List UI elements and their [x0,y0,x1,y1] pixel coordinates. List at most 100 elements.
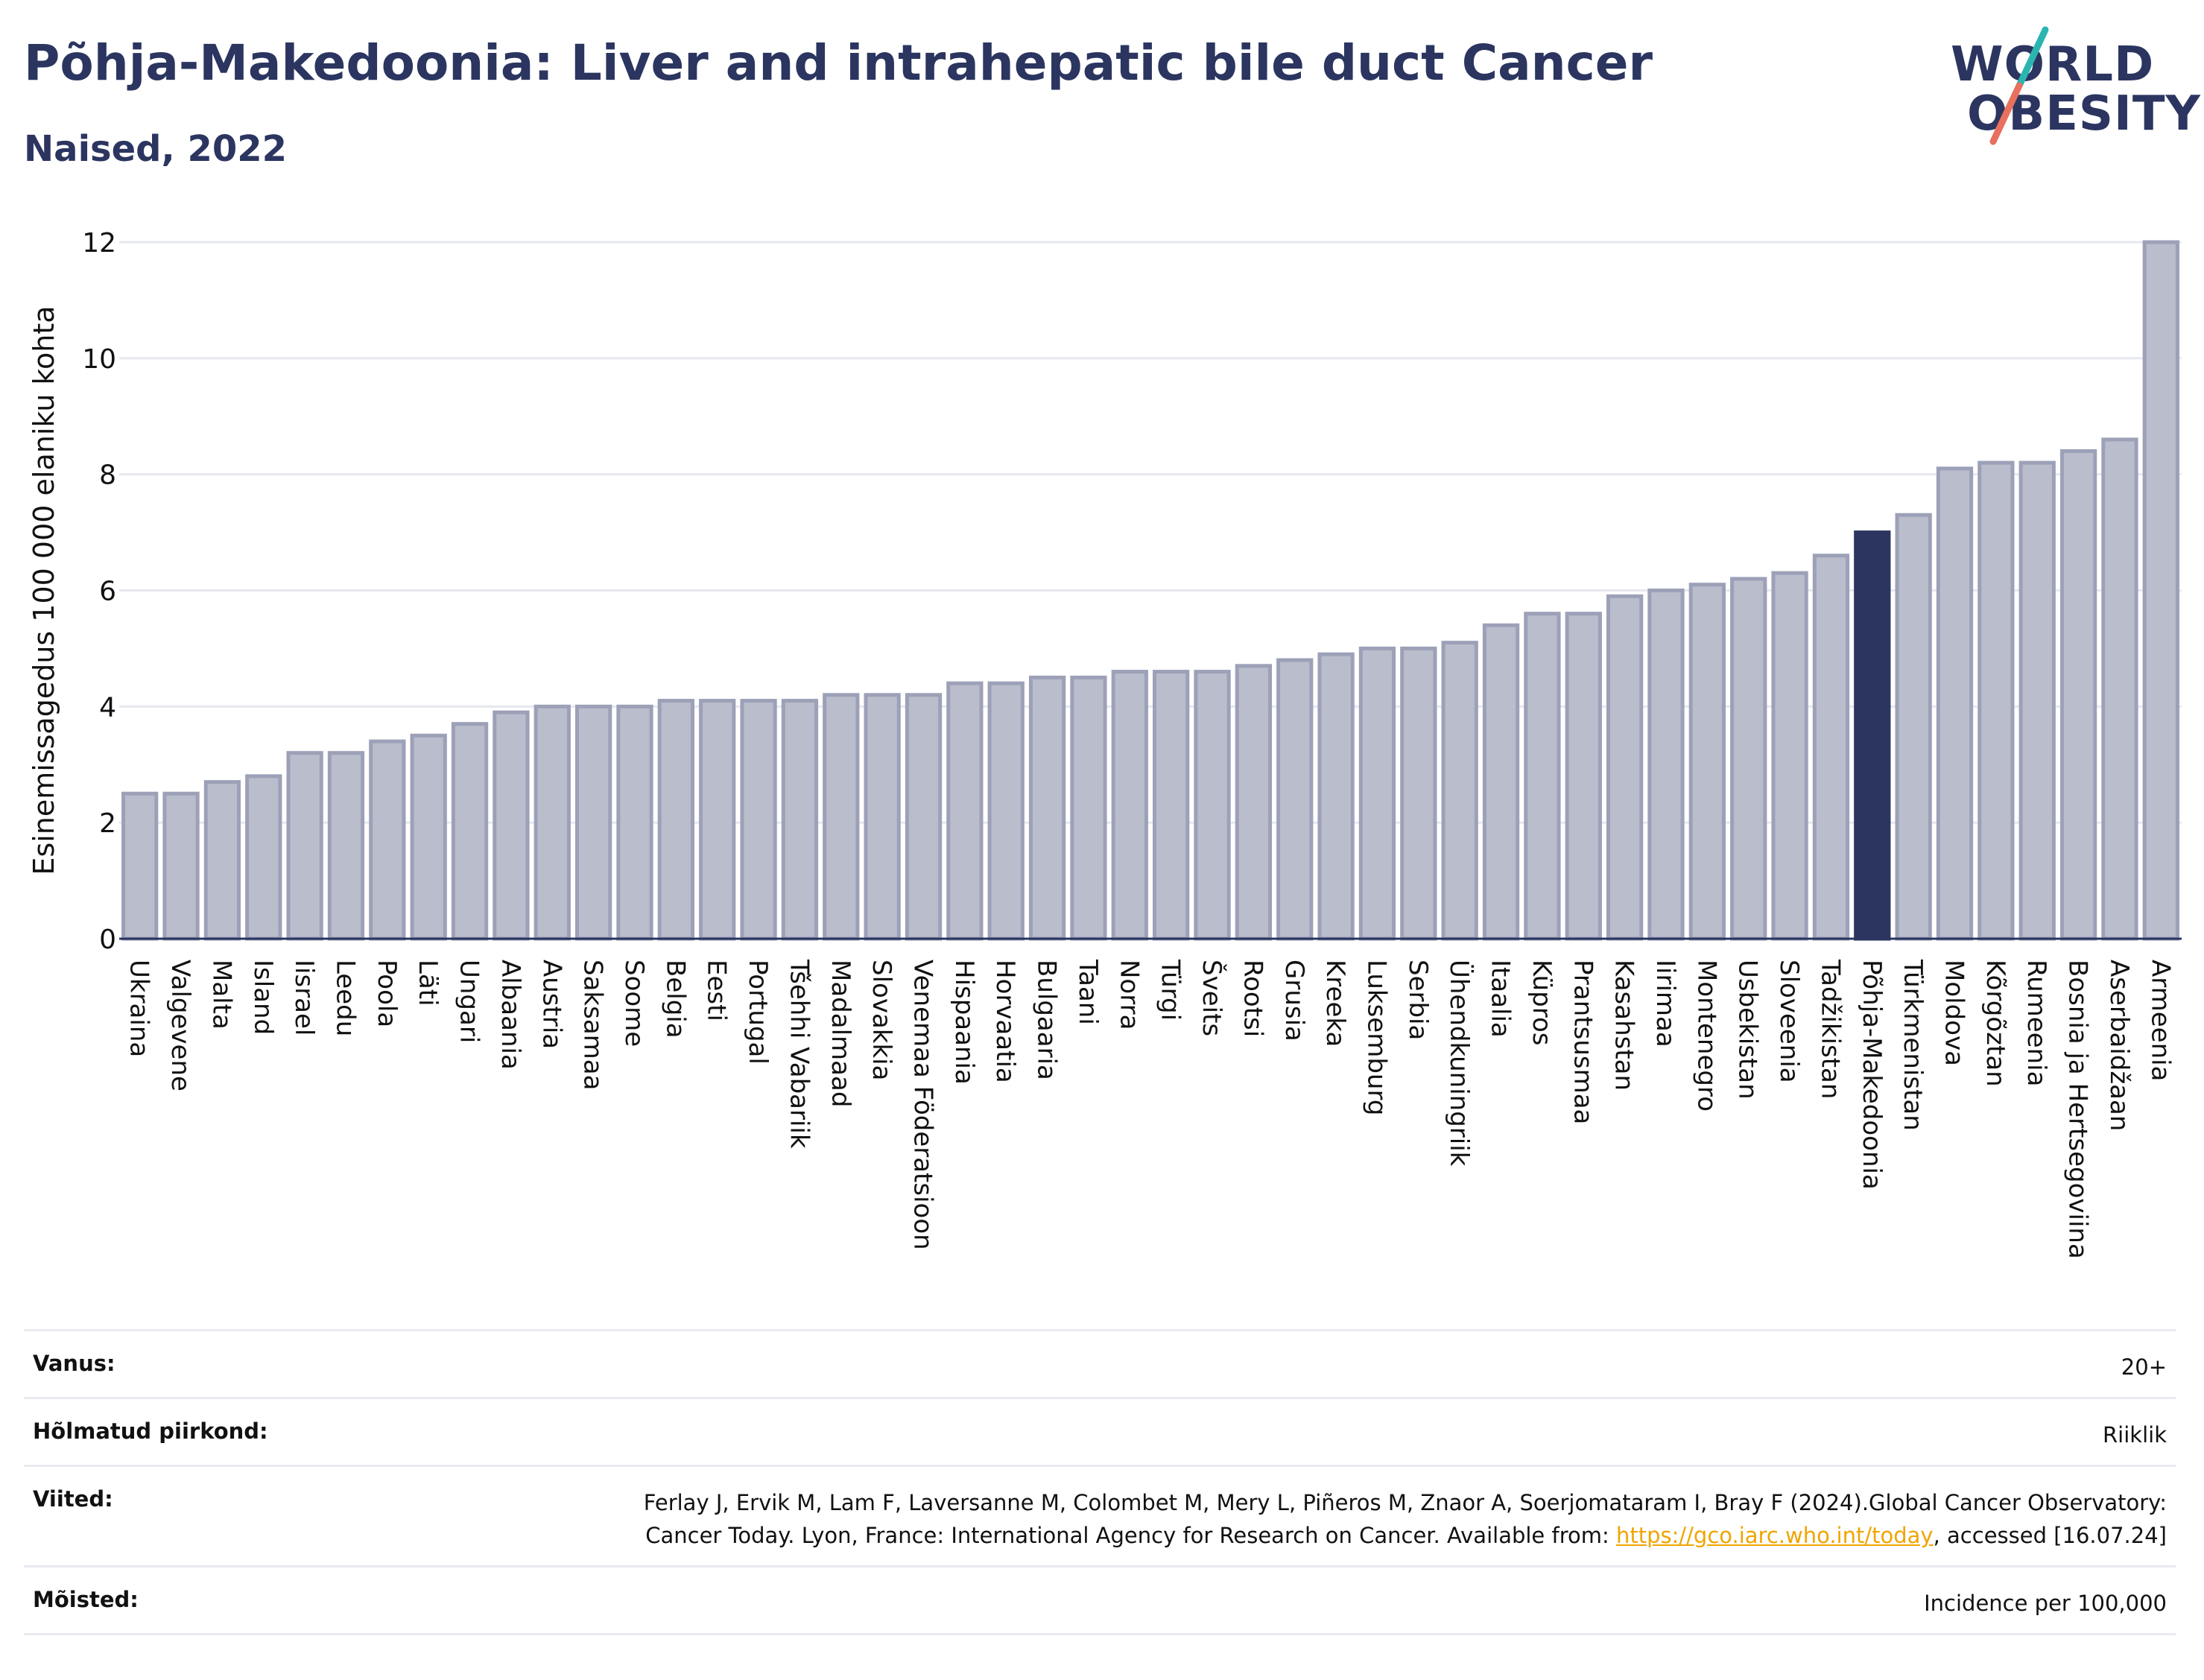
x-tick-label: Hispaania [949,960,979,1085]
bar [574,704,612,941]
info-value-references: Ferlay J, Ervik M, Lam F, Laversanne M, … [565,1486,2167,1552]
x-tick-label: Albaania [495,960,525,1070]
bar [369,739,406,941]
x-tick-label: Serbia [1403,960,1433,1040]
bar [823,693,860,941]
y-tick-label: 2 [99,808,116,839]
x-tick-label: Iisrael [289,960,319,1036]
x-tick-label: Horvaatia [990,960,1020,1083]
bar [946,681,984,941]
bar [781,699,819,941]
x-tick-label: Šveits [1197,960,1227,1036]
bar [162,791,200,941]
bar [1235,664,1273,941]
x-tick-label: Rumeenia [2021,960,2051,1086]
x-axis-labels: Ukraina Valgevene Malta Island Iisrael Leedu P… [124,959,2176,1259]
x-tick-label: Bulgaaria [1032,960,1062,1080]
x-tick-label: Norra [1114,960,1144,1030]
bar [1441,641,1478,941]
bar [1730,577,1767,941]
info-label-region: Hõlmatud piirkond: [33,1419,268,1444]
info-label-definitions: Mõisted: [33,1587,139,1612]
bar [1317,652,1355,941]
x-tick-label: Moldova [1939,960,1969,1066]
y-tick-label: 10 [82,344,116,375]
bar [533,704,571,941]
x-tick-label: Soome [619,960,649,1047]
x-tick-label: Läti [413,960,443,1007]
reference-text: Ferlay J, Ervik M, Lam F, Laversanne M, … [643,1490,2167,1548]
x-tick-label: Portugal [743,960,773,1065]
x-tick-label: Belgia [660,960,690,1039]
bar [327,751,365,941]
x-tick-label: Kreeka [1320,960,1350,1047]
x-tick-label: Tadžikistan [1815,959,1845,1099]
info-value-age: 20+ [2121,1354,2167,1380]
x-tick-label: Bosnia ja Hertsegoviina [2063,960,2093,1259]
x-tick-label: Kõrgõztan [1980,960,2010,1087]
bars [121,240,2179,941]
bar [2018,460,2056,941]
x-tick-label: Sloveenia [1774,960,1804,1083]
bar [616,704,653,941]
bar [1524,612,1561,941]
x-tick-label: Taani [1073,959,1103,1025]
x-tick-label: Island [248,960,278,1035]
bar [1895,513,1932,941]
chart-title: Põhja-Makedoonia: Liver and intrahepatic… [24,34,1653,92]
bar [493,710,530,941]
x-tick-label: Türkmenistan [1898,959,1928,1131]
chart-subtitle: Naised, 2022 [24,128,288,170]
bar [1111,670,1148,941]
bar [203,780,241,941]
x-tick-label: Kasahstan [1609,960,1639,1091]
bar [1400,646,1437,941]
bar [657,699,695,941]
x-tick-label: Montenegro [1691,960,1721,1112]
x-tick-label: Ühendkuningriik [1444,960,1475,1167]
x-tick-label: Valgevene [165,960,195,1091]
x-tick-label: Küpros [1527,960,1557,1045]
x-tick-label: Armeenia [2145,960,2175,1081]
bar [1482,623,1520,941]
y-axis-label: Esinemissagedus 100 000 elaniku kohta [28,305,60,875]
bar [1028,675,1066,941]
bar [1977,460,2015,941]
bar [905,693,943,941]
info-table: Vanus: 20+ Hõlmatud piirkond: Riiklik Vi… [24,1329,2176,1635]
y-axis-ticks: 0 2 4 6 8 10 12 [82,228,116,955]
x-tick-label: Eesti [702,960,732,1021]
bar [1070,675,1107,941]
x-tick-label: Grusia [1279,960,1309,1042]
x-tick-label: Malta [206,960,236,1030]
bar [864,693,901,941]
info-row-region: Hõlmatud piirkond: Riiklik [24,1397,2176,1465]
x-tick-label: Usbekistan [1733,960,1763,1100]
reference-link[interactable]: https://gco.iarc.who.int/today [1615,1523,1934,1548]
y-tick-label: 8 [99,460,116,491]
info-value-region: Riiklik [2103,1422,2167,1448]
x-tick-label: Põhja-Makedoonia [1857,960,1887,1190]
bar [1606,594,1644,941]
bar-highlighted [1854,530,1891,941]
x-tick-label: Madalmaad [826,960,855,1107]
info-row-age: Vanus: 20+ [24,1329,2176,1397]
x-tick-label: Slovakkia [867,960,896,1080]
x-tick-label: Rootsi [1238,960,1267,1037]
x-tick-label: Poola [372,960,402,1027]
bar [451,722,489,941]
info-row-definitions: Mõisted: Incidence per 100,000 [24,1565,2176,1635]
bar [1565,612,1602,941]
x-tick-label: Türgi [1156,959,1185,1021]
bar [2142,240,2179,941]
reference-text-end: , accessed [16.07.24] [1933,1523,2167,1548]
x-tick-label: Prantsusmaa [1568,960,1597,1124]
bar [1936,466,1974,941]
x-tick-label: Austria [536,960,566,1049]
x-tick-label: Itaalia [1486,960,1516,1038]
x-tick-label: Leedu [330,960,360,1036]
bar [2101,437,2138,941]
x-tick-label: Aserbaidžaan [2104,960,2134,1131]
bar [1647,589,1685,941]
world-obesity-logo: WORLD OBESITY [1937,15,2200,156]
